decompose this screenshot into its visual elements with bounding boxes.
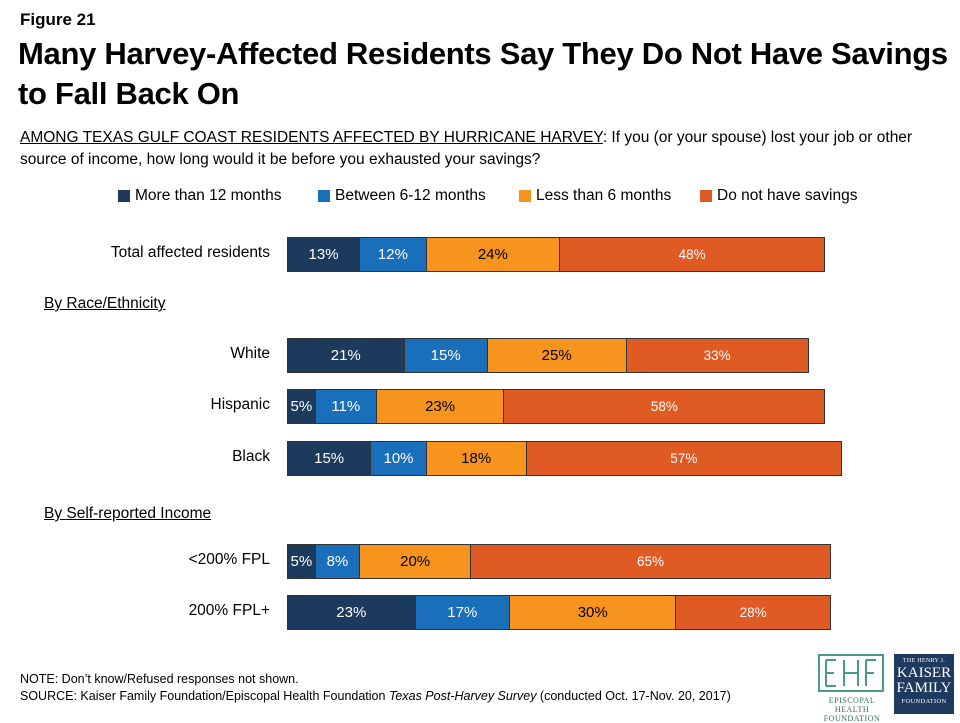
legend-item: Between 6-12 months bbox=[318, 186, 486, 206]
row-label: 200% FPL+ bbox=[188, 602, 270, 619]
chart-title: Many Harvey-Affected Residents Say They … bbox=[18, 36, 948, 111]
bar-segment: 21% bbox=[287, 338, 404, 373]
bar-segment: 8% bbox=[314, 544, 360, 579]
data-label: 5% bbox=[290, 398, 313, 415]
bar-segment: 10% bbox=[370, 441, 426, 476]
data-label: 57% bbox=[670, 451, 698, 466]
bar-segment: 15% bbox=[403, 338, 487, 373]
data-label: 20% bbox=[400, 553, 431, 570]
section-heading: By Self-reported Income bbox=[44, 505, 212, 522]
bar-segment: 48% bbox=[558, 237, 826, 272]
footer-source: SOURCE: Kaiser Family Foundation/Episcop… bbox=[20, 688, 731, 705]
bar-segment: 24% bbox=[425, 237, 559, 272]
data-label: 25% bbox=[541, 347, 572, 364]
row-label: Total affected residents bbox=[110, 244, 270, 261]
data-label: 65% bbox=[637, 554, 665, 569]
bar-segment: 65% bbox=[470, 544, 831, 579]
bar-segment: 57% bbox=[525, 441, 842, 476]
bar-segment: 5% bbox=[287, 544, 315, 579]
survey-question: AMONG TEXAS GULF COAST RESIDENTS AFFECTE… bbox=[20, 127, 940, 171]
legend-item: Less than 6 months bbox=[519, 186, 671, 206]
bar-segment: 5% bbox=[287, 389, 315, 424]
footer-note: NOTE: Don’t know/Refused responses not s… bbox=[20, 672, 299, 686]
data-label: 28% bbox=[739, 605, 767, 620]
bar-segment: 15% bbox=[287, 441, 371, 476]
bar-segment: 17% bbox=[414, 595, 509, 630]
bar-segment: 11% bbox=[314, 389, 376, 424]
kaiser-family-foundation-logo: THE HENRY J. KAISER FAMILY FOUNDATION bbox=[894, 654, 954, 714]
legend-swatch bbox=[318, 190, 330, 202]
question-text: : If you (or your spouse) lost your job … bbox=[20, 129, 913, 168]
legend-label: Less than 6 months bbox=[536, 187, 672, 204]
data-label: 10% bbox=[383, 450, 414, 467]
row-label: <200% FPL bbox=[188, 551, 270, 568]
data-label: 23% bbox=[336, 604, 367, 621]
data-label: 21% bbox=[330, 347, 361, 364]
data-label: 15% bbox=[430, 347, 461, 364]
data-label: 5% bbox=[290, 553, 313, 570]
bar-segment: 23% bbox=[375, 389, 504, 424]
bar-segment: 23% bbox=[287, 595, 415, 630]
kff-logo-line2: KAISER bbox=[896, 665, 952, 681]
bar-segment: 18% bbox=[425, 441, 526, 476]
data-label: 23% bbox=[425, 398, 456, 415]
row-label: White bbox=[230, 345, 270, 362]
data-label: 11% bbox=[331, 398, 361, 415]
figure-label: Figure 21 bbox=[20, 10, 96, 29]
bar-segment: 25% bbox=[486, 338, 626, 373]
bar-segment: 13% bbox=[287, 237, 360, 272]
source-suffix: (conducted Oct. 17-Nov. 20, 2017) bbox=[536, 689, 731, 703]
legend-item: Do not have savings bbox=[700, 186, 857, 206]
data-label: 30% bbox=[577, 604, 608, 621]
bar-segment: 28% bbox=[675, 595, 831, 630]
source-survey-title: Texas Post-Harvey Survey bbox=[388, 689, 537, 703]
row-label: Black bbox=[232, 448, 270, 465]
data-label: 18% bbox=[461, 450, 492, 467]
bar-segment: 20% bbox=[359, 544, 471, 579]
stacked-bar: 21% 15% 25% 33% bbox=[287, 338, 809, 373]
kff-logo-line1: THE HENRY J. bbox=[902, 658, 946, 664]
data-label: 24% bbox=[477, 246, 508, 263]
bar-segment: 12% bbox=[359, 237, 426, 272]
row-label: Hispanic bbox=[210, 396, 270, 413]
ehf-logo-mark bbox=[818, 654, 884, 692]
ehf-logo-text: EPISCOPAL HEALTH FOUNDATION bbox=[823, 696, 881, 723]
data-label: 8% bbox=[326, 553, 349, 570]
legend-swatch bbox=[700, 190, 712, 202]
legend-label: More than 12 months bbox=[135, 187, 282, 204]
kff-logo-line3: FAMILY bbox=[896, 680, 952, 696]
section-heading: By Race/Ethnicity bbox=[44, 295, 166, 312]
stacked-bar: 23% 17% 30% 28% bbox=[287, 595, 831, 630]
data-label: 15% bbox=[314, 450, 345, 467]
footer: NOTE: Don’t know/Refused responses not s… bbox=[20, 671, 731, 705]
stacked-bar: 5% 11% 23% 58% bbox=[287, 389, 826, 424]
legend-label: Do not have savings bbox=[717, 187, 858, 204]
data-label: 48% bbox=[678, 247, 706, 262]
data-label: 33% bbox=[703, 348, 731, 363]
episcopal-health-foundation-logo: EPISCOPAL HEALTH FOUNDATION bbox=[816, 654, 888, 723]
question-lead: AMONG TEXAS GULF COAST RESIDENTS AFFECTE… bbox=[20, 129, 603, 146]
stacked-bar: 13% 12% 24% 48% bbox=[287, 237, 826, 272]
stacked-bar: 5% 8% 20% 65% bbox=[287, 544, 831, 579]
data-label: 58% bbox=[650, 399, 678, 414]
kff-logo-line4: FOUNDATION bbox=[901, 698, 947, 705]
legend-label: Between 6-12 months bbox=[335, 187, 486, 204]
data-label: 13% bbox=[308, 246, 339, 263]
bar-segment: 30% bbox=[508, 595, 676, 630]
source-prefix: SOURCE: Kaiser Family Foundation/Episcop… bbox=[20, 689, 389, 703]
bar-segment: 58% bbox=[503, 389, 826, 424]
legend-swatch bbox=[519, 190, 531, 202]
legend-item: More than 12 months bbox=[118, 186, 281, 206]
bar-segment: 33% bbox=[625, 338, 809, 373]
legend-swatch bbox=[118, 190, 130, 202]
data-label: 17% bbox=[447, 604, 478, 621]
data-label: 12% bbox=[377, 246, 408, 263]
stacked-bar: 15% 10% 18% 57% bbox=[287, 441, 842, 476]
